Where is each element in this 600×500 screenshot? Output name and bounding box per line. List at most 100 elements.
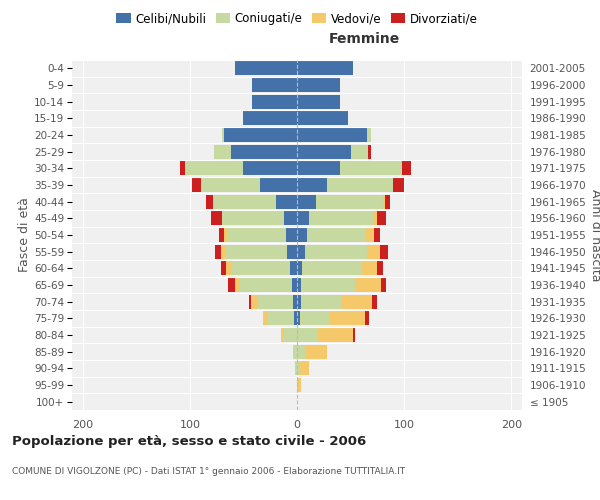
Bar: [297, 194, 316, 209]
Bar: [224, 128, 297, 142]
Bar: [249, 294, 251, 308]
Bar: [297, 78, 340, 92]
Bar: [275, 194, 297, 209]
Bar: [235, 61, 297, 76]
Bar: [377, 211, 386, 226]
Bar: [286, 228, 297, 242]
Bar: [297, 361, 300, 376]
Bar: [373, 211, 377, 226]
Legend: Celibi/Nubili, Coniugati/e, Vedovi/e, Divorziati/e: Celibi/Nubili, Coniugati/e, Vedovi/e, Di…: [114, 10, 480, 28]
Bar: [180, 161, 185, 176]
Bar: [297, 161, 340, 176]
Bar: [244, 112, 297, 126]
Text: Popolazione per età, sesso e stato civile - 2006: Popolazione per età, sesso e stato civil…: [12, 435, 366, 448]
Bar: [206, 194, 214, 209]
Bar: [251, 294, 259, 308]
Bar: [350, 144, 368, 159]
Bar: [230, 261, 290, 276]
Bar: [327, 178, 394, 192]
Bar: [263, 311, 268, 326]
Bar: [385, 194, 390, 209]
Bar: [297, 244, 305, 259]
Bar: [235, 278, 240, 292]
Bar: [300, 311, 330, 326]
Bar: [301, 294, 342, 308]
Bar: [297, 328, 319, 342]
Bar: [319, 328, 353, 342]
Bar: [365, 311, 369, 326]
Bar: [224, 228, 227, 242]
Bar: [259, 294, 293, 308]
Bar: [380, 244, 388, 259]
Bar: [309, 211, 373, 226]
Bar: [372, 294, 377, 308]
Y-axis label: Fasce di età: Fasce di età: [19, 198, 31, 272]
Bar: [305, 344, 327, 358]
Bar: [297, 228, 307, 242]
Bar: [294, 311, 297, 326]
Bar: [215, 144, 230, 159]
Bar: [297, 94, 340, 109]
Bar: [402, 161, 410, 176]
Bar: [229, 278, 235, 292]
Bar: [297, 311, 300, 326]
Bar: [297, 211, 309, 226]
Bar: [295, 361, 297, 376]
Bar: [297, 344, 305, 358]
Bar: [227, 228, 286, 242]
Bar: [362, 261, 377, 276]
Bar: [297, 178, 327, 192]
Bar: [301, 278, 355, 292]
Bar: [297, 278, 301, 292]
Bar: [367, 128, 371, 142]
Bar: [211, 211, 222, 226]
Bar: [225, 244, 287, 259]
Bar: [281, 328, 284, 342]
Bar: [293, 344, 297, 358]
Bar: [297, 144, 350, 159]
Bar: [342, 294, 372, 308]
Bar: [226, 261, 230, 276]
Bar: [290, 261, 297, 276]
Bar: [316, 194, 383, 209]
Y-axis label: Anni di nascita: Anni di nascita: [589, 188, 600, 281]
Bar: [192, 178, 200, 192]
Text: COMUNE DI VIGOLZONE (PC) - Dati ISTAT 1° gennaio 2006 - Elaborazione TUTTITALIA.: COMUNE DI VIGOLZONE (PC) - Dati ISTAT 1°…: [12, 468, 405, 476]
Bar: [200, 178, 260, 192]
Bar: [300, 361, 309, 376]
Bar: [287, 244, 297, 259]
Bar: [252, 94, 297, 109]
Bar: [368, 144, 371, 159]
Bar: [292, 278, 297, 292]
Bar: [297, 112, 349, 126]
Bar: [297, 261, 302, 276]
Bar: [240, 278, 292, 292]
Bar: [219, 228, 224, 242]
Bar: [297, 61, 353, 76]
Bar: [230, 144, 297, 159]
Bar: [260, 178, 297, 192]
Bar: [215, 244, 221, 259]
Bar: [374, 228, 380, 242]
Bar: [353, 328, 355, 342]
Bar: [284, 211, 297, 226]
Bar: [298, 378, 301, 392]
Bar: [307, 228, 365, 242]
Bar: [367, 244, 380, 259]
Bar: [365, 228, 374, 242]
Text: Femmine: Femmine: [329, 32, 400, 46]
Bar: [297, 294, 301, 308]
Bar: [252, 78, 297, 92]
Bar: [221, 261, 226, 276]
Bar: [293, 294, 297, 308]
Bar: [284, 328, 297, 342]
Bar: [222, 211, 284, 226]
Bar: [214, 194, 275, 209]
Bar: [268, 311, 294, 326]
Bar: [302, 261, 362, 276]
Bar: [305, 244, 367, 259]
Bar: [380, 278, 386, 292]
Bar: [330, 311, 365, 326]
Bar: [185, 161, 244, 176]
Bar: [377, 261, 383, 276]
